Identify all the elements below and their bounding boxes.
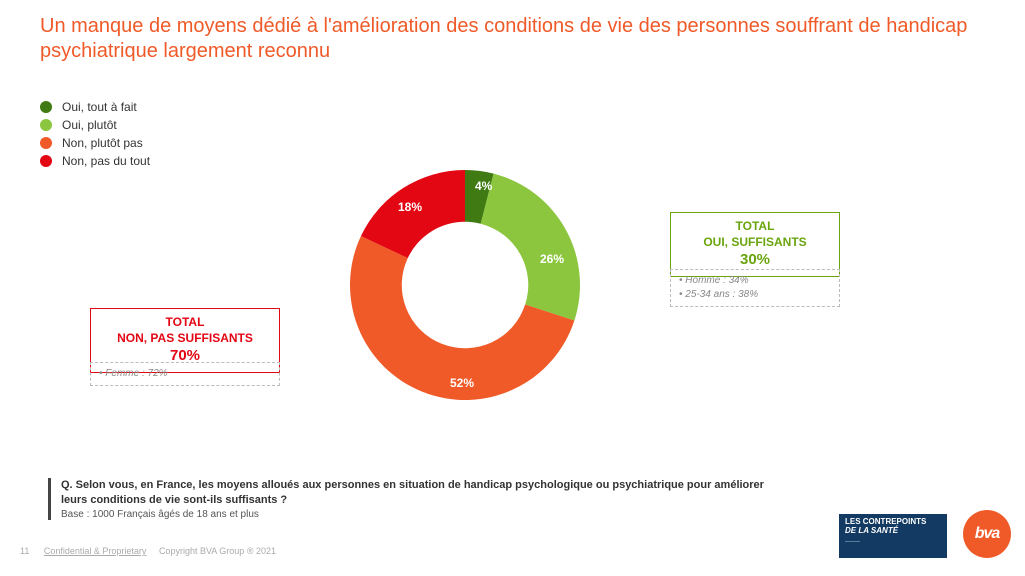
page-number: 11	[20, 546, 29, 556]
slice-label: 18%	[398, 200, 422, 214]
question-base: Base : 1000 Français âgés de 18 ans et p…	[61, 509, 788, 520]
legend-item: Oui, plutôt	[40, 118, 150, 132]
legend-item: Non, pas du tout	[40, 154, 150, 168]
callout-detail: • Femme : 72%	[99, 367, 271, 381]
callout-subtitle: NON, PAS SUFFISANTS	[103, 331, 267, 347]
question-block: Q. Selon vous, en France, les moyens all…	[48, 478, 788, 520]
legend-swatch	[40, 101, 52, 113]
callout-value: 30%	[683, 250, 827, 270]
callout-title: TOTAL	[683, 219, 827, 235]
legend-label: Oui, plutôt	[62, 118, 117, 132]
copyright-label: Copyright BVA Group ® 2021	[159, 546, 276, 556]
slide-footer: 11 Confidential & Proprietary Copyright …	[20, 546, 276, 556]
logo-line: DE LA SANTÉ	[845, 527, 941, 536]
legend-swatch	[40, 155, 52, 167]
chart-legend: Oui, tout à fait Oui, plutôt Non, plutôt…	[40, 100, 150, 172]
callout-detail: • Homme : 34%	[679, 274, 831, 288]
slice-label: 26%	[540, 252, 564, 266]
contrepoints-logo: LES CONTREPOINTS DE LA SANTÉ ———	[839, 514, 947, 558]
confidential-label: Confidential & Proprietary	[44, 546, 147, 556]
legend-label: Non, pas du tout	[62, 154, 150, 168]
callout-subtitle: OUI, SUFFISANTS	[683, 235, 827, 251]
callout-oui-suffisants: TOTAL OUI, SUFFISANTS 30%	[670, 212, 840, 277]
donut-chart: 4% 26% 52% 18%	[340, 160, 590, 410]
callout-detail-box: • Homme : 34% • 25-34 ans : 38%	[670, 269, 840, 307]
legend-item: Non, plutôt pas	[40, 136, 150, 150]
legend-swatch	[40, 137, 52, 149]
bva-logo: bva	[963, 510, 1011, 558]
callout-detail-box: • Femme : 72%	[90, 362, 280, 386]
legend-swatch	[40, 119, 52, 131]
slide-title: Un manque de moyens dédié à l'améliorati…	[0, 0, 1025, 64]
donut-slice	[481, 174, 580, 321]
slice-label: 52%	[450, 376, 474, 390]
logo-tagline: ———	[845, 540, 941, 546]
legend-label: Oui, tout à fait	[62, 100, 137, 114]
legend-label: Non, plutôt pas	[62, 136, 143, 150]
callout-title: TOTAL	[103, 315, 267, 331]
slice-label: 4%	[475, 179, 492, 193]
legend-item: Oui, tout à fait	[40, 100, 150, 114]
callout-detail: • 25-34 ans : 38%	[679, 288, 831, 302]
question-text: Q. Selon vous, en France, les moyens all…	[61, 478, 788, 507]
